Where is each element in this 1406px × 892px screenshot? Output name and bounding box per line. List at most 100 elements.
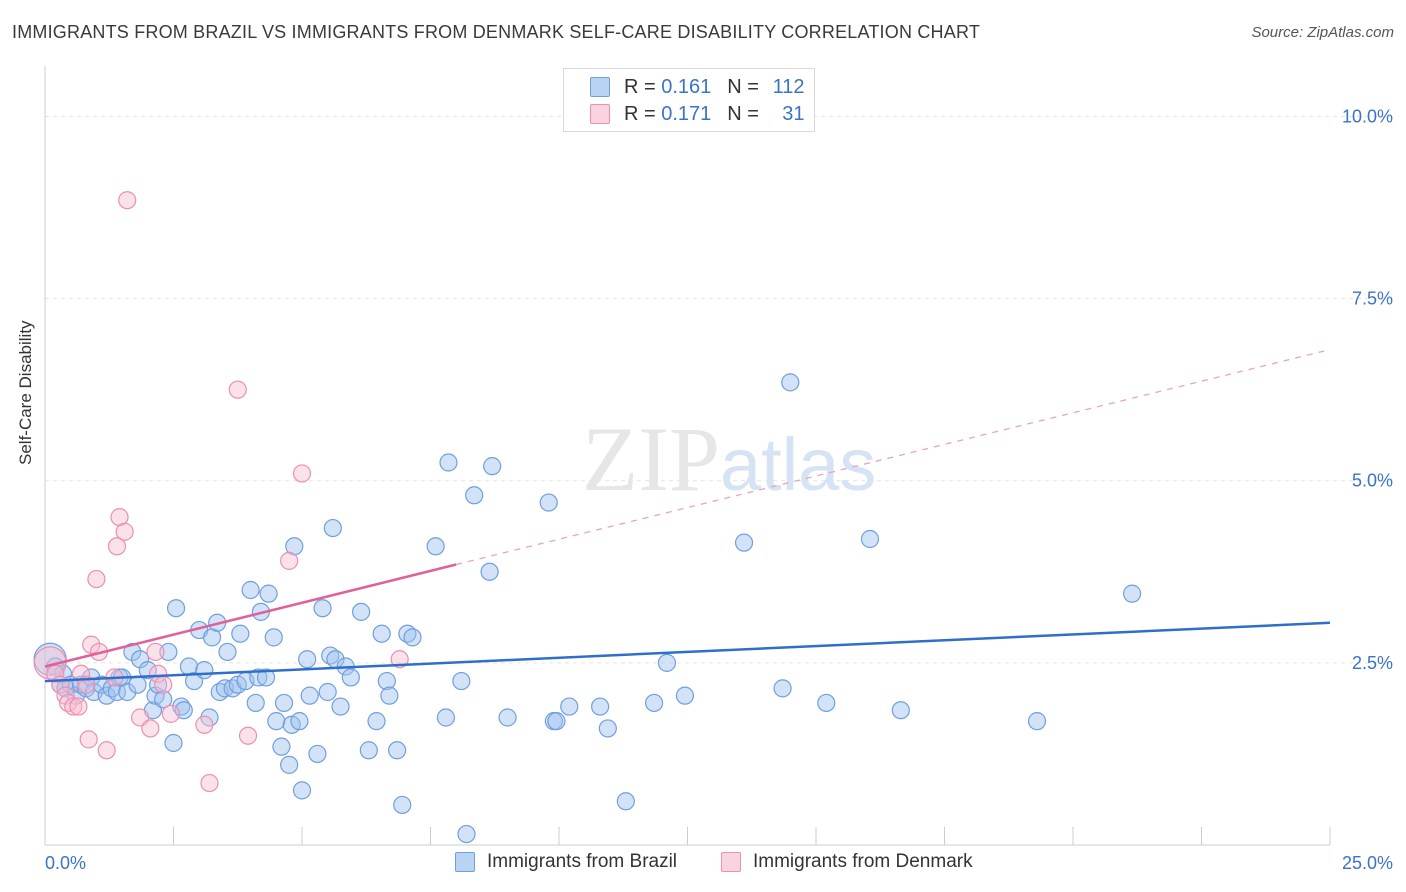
brazil-point <box>272 737 291 756</box>
brazil-point <box>498 708 517 727</box>
denmark-point <box>97 741 116 760</box>
x-tick-label: 0.0% <box>45 853 86 873</box>
y-tick-label: 5.0% <box>1352 471 1393 491</box>
legend-r-label: R = <box>624 102 656 125</box>
brazil-point <box>313 599 332 618</box>
brazil-point <box>657 653 677 672</box>
series-label-denmark: Immigrants from Denmark <box>753 851 973 872</box>
brazil-point <box>387 741 407 760</box>
chart-title: IMMIGRANTS FROM BRAZIL VS IMMIGRANTS FRO… <box>12 22 981 42</box>
denmark-point <box>46 664 65 683</box>
brazil-point <box>773 679 792 698</box>
legend-row-denmark: R = 0.171 N = 31 <box>590 102 805 126</box>
brazil-point <box>341 668 360 687</box>
legend-r-value-denmark: 0.171 <box>661 102 712 125</box>
brazil-point <box>891 701 910 720</box>
brazil-point <box>452 671 471 691</box>
brazil-point <box>372 624 391 643</box>
y-tick-label: 10.0% <box>1342 106 1393 126</box>
denmark-point <box>118 191 137 210</box>
brazil-point <box>259 584 278 603</box>
axes <box>44 66 1331 846</box>
brazil-point <box>331 697 350 716</box>
brazil-point <box>439 453 458 472</box>
y-axis-label: Self-Care Disability <box>16 320 35 465</box>
brazil-point <box>539 493 558 512</box>
brazil-point <box>377 671 396 691</box>
brazil-point <box>1123 584 1142 603</box>
series-legend-denmark[interactable]: Immigrants from Denmark <box>721 851 973 873</box>
denmark-point <box>228 380 247 399</box>
denmark-point <box>148 664 168 683</box>
legend-n-value-denmark: 31 <box>782 102 805 125</box>
brazil-point <box>436 708 456 727</box>
denmark-point <box>200 773 219 793</box>
denmark-point <box>154 675 173 694</box>
brazil-trend-line <box>44 621 1331 683</box>
series-swatch-brazil <box>455 852 475 872</box>
brazil-point <box>644 693 664 713</box>
brazil-point <box>465 486 484 505</box>
brazil-point <box>159 642 178 662</box>
brazil-point <box>138 661 157 680</box>
brazil-point <box>675 686 695 705</box>
brazil-point <box>734 533 754 552</box>
denmark-point <box>161 704 181 723</box>
brazil-point <box>547 712 566 731</box>
brazil-point <box>560 697 579 716</box>
brazil-point <box>403 628 422 647</box>
legend-swatch-brazil <box>590 77 610 97</box>
brazil-point <box>123 642 142 662</box>
denmark-point <box>33 646 67 680</box>
denmark-point <box>280 551 299 570</box>
brazil-point <box>480 562 499 581</box>
brazil-point <box>359 741 378 760</box>
series-label-brazil: Immigrants from Brazil <box>487 851 678 872</box>
brazil-point <box>300 686 319 705</box>
denmark-trend-line <box>44 563 457 668</box>
brazil-point <box>616 792 635 811</box>
denmark-point <box>146 642 165 662</box>
brazil-point <box>256 668 276 687</box>
source-label: Source: ZipAtlas.com <box>1251 24 1394 41</box>
brazil-point <box>591 697 610 716</box>
brazil-point <box>118 682 137 702</box>
brazil-point <box>290 712 309 731</box>
brazil-point <box>128 675 147 694</box>
brazil-point <box>218 642 237 662</box>
brazil-point <box>817 693 836 713</box>
denmark-point <box>390 650 409 669</box>
brazil-point <box>274 693 294 713</box>
brazil-point <box>483 457 502 476</box>
denmark-point <box>195 715 214 734</box>
brazil-point <box>598 719 617 738</box>
brazil-point <box>323 518 342 538</box>
brazil-point <box>264 628 283 647</box>
brazil-point <box>352 602 371 621</box>
brazil-point <box>860 529 880 549</box>
series-legend-brazil[interactable]: Immigrants from Brazil <box>455 851 677 873</box>
brazil-point <box>195 661 214 680</box>
stats-legend: R = 0.161 N = 112 R = 0.171 N = 31 <box>563 68 815 132</box>
brazil-point <box>166 599 186 618</box>
denmark-point <box>141 719 160 738</box>
brazil-point <box>426 537 445 556</box>
legend-n-label: N = <box>727 102 759 125</box>
denmark-trend-extension <box>456 348 1331 566</box>
brazil-point <box>781 373 800 392</box>
brazil-point <box>292 781 312 800</box>
brazil-point <box>241 580 260 600</box>
denmark-point <box>82 635 101 654</box>
legend-n-value-brazil: 112 <box>772 75 805 98</box>
series-legend: Immigrants from Brazil Immigrants from D… <box>0 851 1406 877</box>
y-tick-label: 2.5% <box>1352 653 1393 673</box>
denmark-point <box>87 569 106 589</box>
denmark-point <box>79 730 98 749</box>
legend-r-label: R = <box>624 75 656 98</box>
denmark-point <box>64 697 83 716</box>
brazil-point <box>393 795 412 815</box>
brazil-point <box>457 824 476 844</box>
brazil-point <box>298 650 317 669</box>
denmark-point <box>115 522 134 541</box>
